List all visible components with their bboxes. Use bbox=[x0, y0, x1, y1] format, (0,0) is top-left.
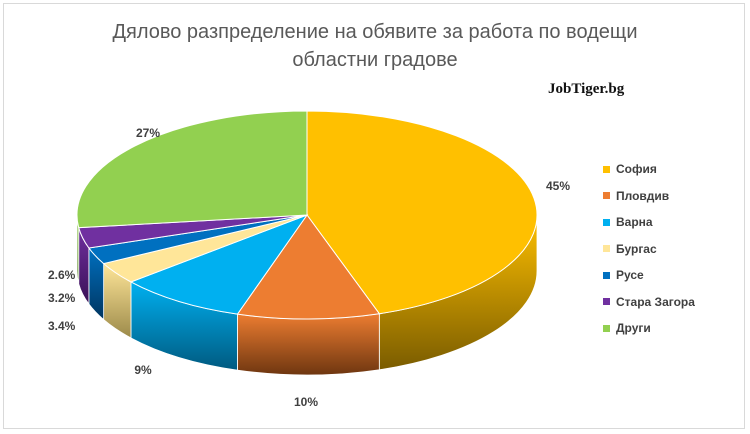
legend-swatch-1 bbox=[603, 165, 610, 173]
legend-label-3: Варна bbox=[616, 215, 653, 230]
legend-item-5: Русе bbox=[603, 262, 695, 289]
legend-label-6: Стара Загора bbox=[616, 294, 695, 309]
data-labels: 45% 10% 9% 3.4% 2.6% 3.2% 27% bbox=[48, 126, 570, 409]
legend-label-5: Русе bbox=[616, 268, 644, 283]
legend-item-6: Стара Загора bbox=[603, 289, 695, 316]
data-label-2: 10% bbox=[294, 395, 318, 409]
legend-item-2: Пловдив bbox=[603, 183, 695, 210]
chart-legend: София Пловдив Варна Бургас Русе Стара Загора Д… bbox=[603, 156, 695, 342]
chart-title: Дялово разпределение на обявите за работ… bbox=[95, 18, 655, 74]
chart-title-line-1: Дялово разпределение на обявите за работ… bbox=[112, 21, 638, 43]
legend-item-1: София bbox=[603, 156, 695, 183]
data-label-5: 2.6% bbox=[48, 268, 76, 282]
legend-swatch-3 bbox=[603, 218, 610, 226]
data-label-7: 27% bbox=[136, 126, 160, 140]
legend-label-7: Други bbox=[616, 321, 651, 336]
legend-swatch-5 bbox=[603, 271, 610, 279]
pie-slice-7 bbox=[76, 110, 308, 229]
data-label-1: 45% bbox=[546, 179, 570, 193]
legend-label-4: Бургас bbox=[616, 241, 657, 256]
pie-top bbox=[76, 110, 538, 320]
chart-title-line-2: областни градове bbox=[292, 49, 458, 71]
pie-slice-3 bbox=[129, 213, 309, 315]
legend-item-7: Други bbox=[603, 315, 695, 342]
legend-swatch-2 bbox=[603, 192, 610, 200]
legend-swatch-4 bbox=[603, 245, 610, 253]
pie-slice-2 bbox=[236, 214, 381, 320]
legend-label-1: София bbox=[616, 162, 657, 177]
legend-swatch-7 bbox=[603, 324, 610, 332]
legend-item-3: Варна bbox=[603, 209, 695, 236]
legend-swatch-6 bbox=[603, 298, 610, 306]
data-label-3: 9% bbox=[134, 363, 152, 377]
jobtiger-watermark: JobTiger.bg bbox=[548, 81, 625, 97]
pie-slice-1 bbox=[306, 110, 538, 315]
pie-side-2 bbox=[237, 313, 380, 376]
legend-label-2: Пловдив bbox=[616, 188, 670, 203]
legend-item-4: Бургас bbox=[603, 236, 695, 263]
data-label-4: 3.4% bbox=[48, 319, 76, 333]
data-label-6: 3.2% bbox=[48, 291, 76, 305]
